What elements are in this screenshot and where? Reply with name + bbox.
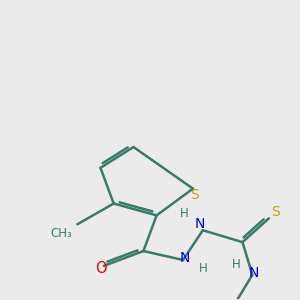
Text: S: S xyxy=(271,206,280,219)
Text: O: O xyxy=(95,261,106,276)
Text: H: H xyxy=(199,262,207,275)
Text: H: H xyxy=(180,207,189,220)
Text: CH₃: CH₃ xyxy=(50,227,72,240)
Text: S: S xyxy=(190,188,199,202)
Text: N: N xyxy=(194,217,205,231)
Text: N: N xyxy=(249,266,259,280)
Text: H: H xyxy=(232,258,240,271)
Text: N: N xyxy=(179,251,190,266)
